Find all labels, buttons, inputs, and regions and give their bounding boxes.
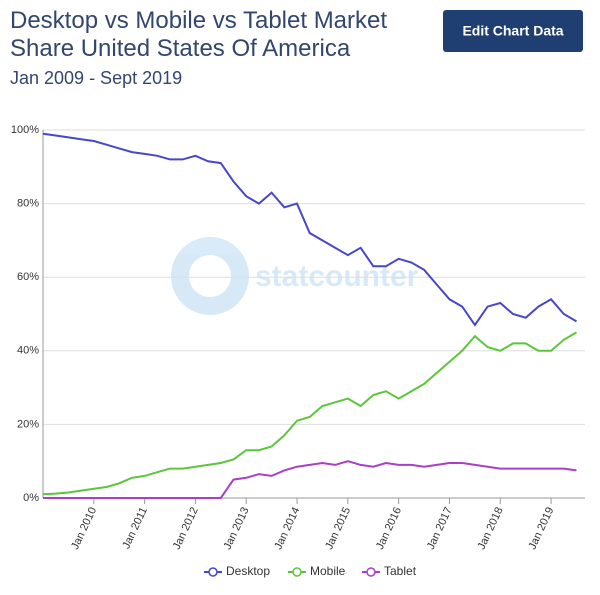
legend-item: Tablet — [362, 564, 417, 578]
legend-marker — [208, 567, 218, 577]
button-label[interactable]: Edit Chart Data — [462, 23, 563, 39]
series-line — [42, 331, 578, 496]
x-tick-label: Jan 2013 — [222, 505, 252, 551]
button-bg[interactable] — [443, 10, 583, 52]
x-tick-label: Jan 2014 — [272, 505, 302, 551]
legend-label: Desktop — [226, 564, 270, 578]
legend-label: Tablet — [384, 564, 417, 578]
legend-marker — [366, 567, 376, 577]
chart-subtitle: Jan 2009 - Sept 2019 — [10, 68, 182, 88]
x-tick-label: Jan 2016 — [374, 505, 404, 551]
x-tick-label: Jan 2018 — [476, 505, 506, 551]
x-tick-label: Jan 2017 — [425, 505, 455, 551]
watermark: statcounter — [171, 237, 419, 315]
x-tick-label: Jan 2010 — [69, 505, 99, 551]
legend-item: Desktop — [204, 564, 270, 578]
y-tick-label: 100% — [11, 124, 39, 136]
legend-marker — [292, 567, 302, 577]
watermark-logo — [171, 237, 249, 315]
series-line — [42, 132, 578, 327]
series-line — [43, 460, 577, 499]
watermark-text: statcounter — [255, 260, 419, 293]
x-tick-label: Jan 2019 — [526, 505, 556, 551]
edit-button[interactable]: Edit Chart Data — [443, 10, 583, 52]
y-tick-label: 40% — [17, 345, 39, 357]
y-tick-label: 20% — [17, 418, 39, 430]
x-tick-label: Jan 2015 — [323, 505, 353, 551]
chart-title-line1: Desktop vs Mobile vs Tablet Market Share … — [10, 7, 387, 62]
y-tick-label: 80% — [17, 198, 39, 210]
y-tick-label: 0% — [23, 492, 39, 504]
plot-area — [43, 130, 585, 498]
x-tick-label: Jan 2012 — [171, 505, 201, 551]
legend-label: Mobile — [310, 564, 346, 578]
y-tick-label: 60% — [17, 271, 39, 283]
x-tick-label: Jan 2011 — [120, 505, 150, 550]
legend-item: Mobile — [288, 564, 346, 578]
